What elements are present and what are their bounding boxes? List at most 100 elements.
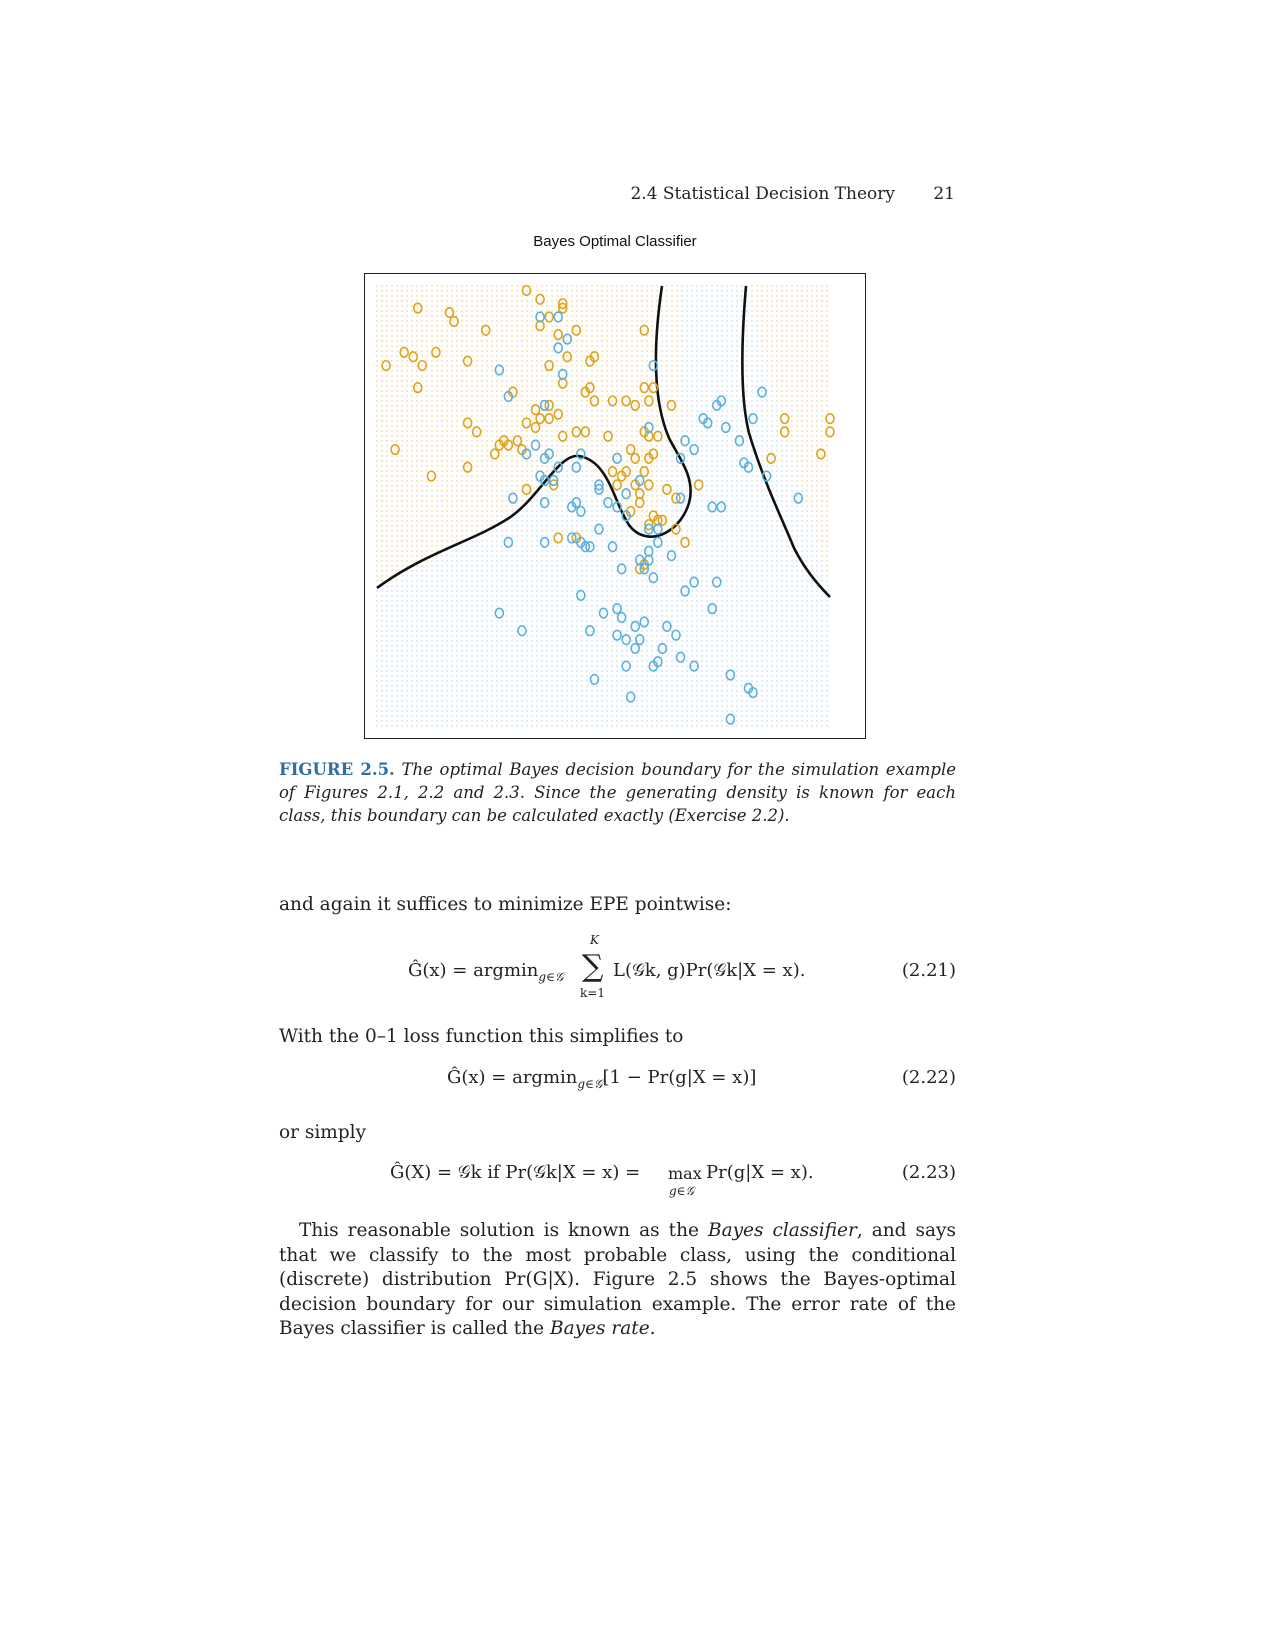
grid-dot <box>461 390 462 391</box>
grid-dot <box>541 675 542 676</box>
grid-dot <box>651 505 652 506</box>
grid-dot <box>441 655 442 656</box>
grid-dot <box>506 640 507 641</box>
grid-dot <box>456 355 457 356</box>
grid-dot <box>591 720 592 721</box>
grid-dot <box>621 690 622 691</box>
grid-dot <box>571 625 572 626</box>
grid-dot <box>466 285 467 286</box>
grid-dot <box>506 555 507 556</box>
grid-dot <box>416 570 417 571</box>
grid-dot <box>556 340 557 341</box>
grid-dot <box>626 425 627 426</box>
grid-dot <box>571 310 572 311</box>
grid-dot <box>571 695 572 696</box>
grid-dot <box>411 500 412 501</box>
grid-dot <box>411 430 412 431</box>
grid-dot <box>381 590 382 591</box>
grid-dot <box>581 695 582 696</box>
grid-dot <box>386 705 387 706</box>
grid-dot <box>406 310 407 311</box>
grid-dot <box>466 565 467 566</box>
grid-dot <box>406 430 407 431</box>
grid-dot <box>571 620 572 621</box>
grid-dot <box>541 715 542 716</box>
grid-dot <box>471 345 472 346</box>
grid-dot <box>616 685 617 686</box>
grid-dot <box>416 600 417 601</box>
grid-dot <box>456 665 457 666</box>
grid-dot <box>376 350 377 351</box>
grid-dot <box>461 635 462 636</box>
grid-dot <box>481 425 482 426</box>
grid-dot <box>576 340 577 341</box>
grid-dot <box>426 470 427 471</box>
grid-dot <box>651 350 652 351</box>
grid-dot <box>566 540 567 541</box>
grid-dot <box>436 335 437 336</box>
grid-dot <box>391 525 392 526</box>
grid-dot <box>561 365 562 366</box>
grid-dot <box>606 400 607 401</box>
grid-dot <box>521 525 522 526</box>
grid-dot <box>421 585 422 586</box>
grid-dot <box>441 285 442 286</box>
grid-dot <box>541 365 542 366</box>
grid-dot <box>621 300 622 301</box>
grid-dot <box>446 380 447 381</box>
grid-dot <box>551 465 552 466</box>
grid-dot <box>591 450 592 451</box>
grid-dot <box>646 370 647 371</box>
grid-dot <box>631 600 632 601</box>
grid-dot <box>601 375 602 376</box>
grid-dot <box>476 520 477 521</box>
grid-dot <box>426 380 427 381</box>
grid-dot <box>391 320 392 321</box>
grid-dot <box>621 350 622 351</box>
grid-dot <box>551 565 552 566</box>
grid-dot <box>516 345 517 346</box>
grid-dot <box>446 635 447 636</box>
grid-dot <box>581 425 582 426</box>
grid-dot <box>436 535 437 536</box>
grid-dot <box>376 540 377 541</box>
grid-dot <box>446 320 447 321</box>
grid-dot <box>551 335 552 336</box>
grid-dot <box>441 320 442 321</box>
grid-dot <box>631 430 632 431</box>
grid-dot <box>496 515 497 516</box>
grid-dot <box>456 600 457 601</box>
grid-dot <box>441 345 442 346</box>
grid-dot <box>431 655 432 656</box>
grid-dot <box>441 660 442 661</box>
grid-dot <box>511 290 512 291</box>
grid-dot <box>511 510 512 511</box>
grid-dot <box>646 530 647 531</box>
grid-dot <box>606 465 607 466</box>
grid-dot <box>401 525 402 526</box>
grid-dot <box>586 520 587 521</box>
grid-dot <box>401 460 402 461</box>
grid-dot <box>486 560 487 561</box>
grid-dot <box>576 535 577 536</box>
grid-dot <box>446 495 447 496</box>
grid-dot <box>586 480 587 481</box>
grid-dot <box>456 465 457 466</box>
grid-dot <box>636 365 637 366</box>
grid-dot <box>611 650 612 651</box>
grid-dot <box>476 720 477 721</box>
grid-dot <box>481 590 482 591</box>
grid-dot <box>501 450 502 451</box>
grid-dot <box>386 355 387 356</box>
grid-dot <box>456 540 457 541</box>
grid-dot <box>501 710 502 711</box>
grid-dot <box>381 405 382 406</box>
grid-dot <box>391 490 392 491</box>
grid-dot <box>521 390 522 391</box>
grid-dot <box>496 500 497 501</box>
grid-dot <box>476 380 477 381</box>
grid-dot <box>486 705 487 706</box>
grid-dot <box>531 720 532 721</box>
grid-dot <box>431 650 432 651</box>
grid-dot <box>581 490 582 491</box>
